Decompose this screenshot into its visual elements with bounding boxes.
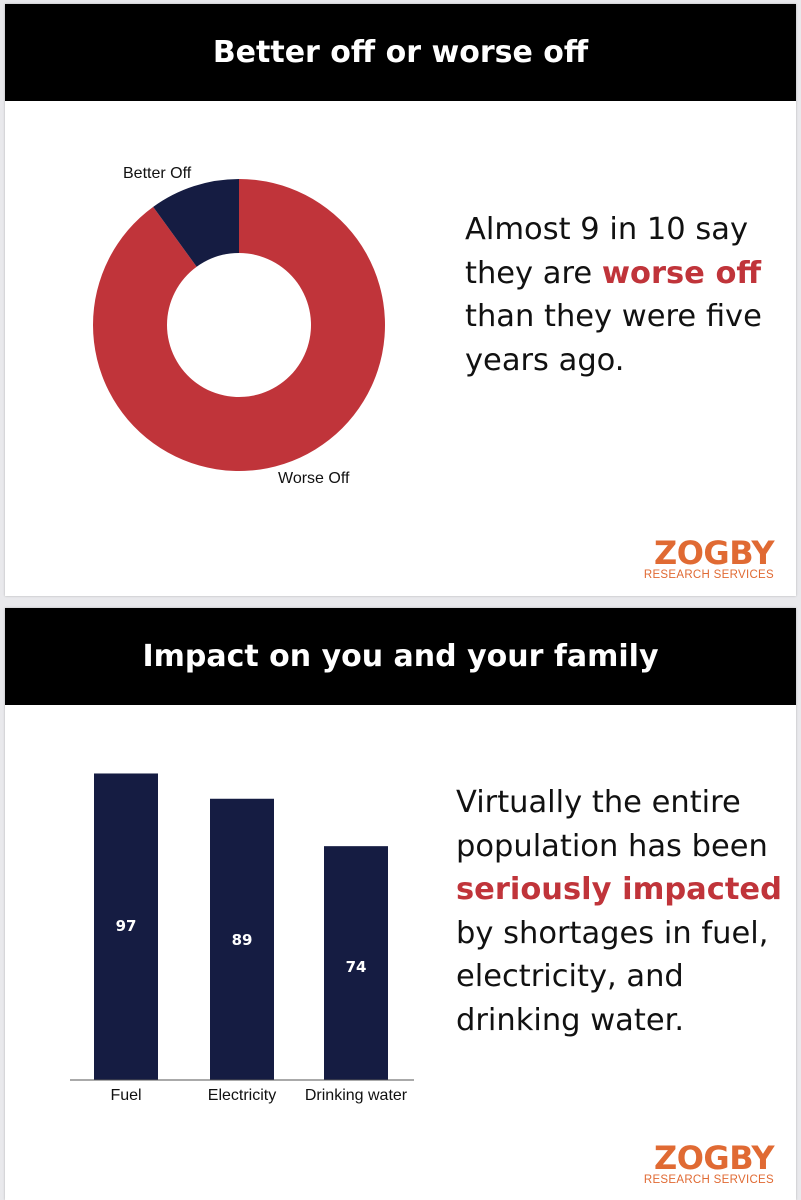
logo-brand: ZOGBY bbox=[654, 534, 774, 572]
callout-text-after: by shortages in fuel, electricity, and d… bbox=[456, 915, 769, 1038]
bar-fuel bbox=[94, 773, 158, 1080]
donut-label-better-off: Better Off bbox=[123, 165, 192, 182]
bar-value-label-electricity: 89 bbox=[232, 931, 253, 949]
slide-title: Impact on you and your family bbox=[5, 608, 796, 705]
zogby-logo: ZOGBY RESEARCH SERVICES bbox=[643, 1139, 775, 1187]
callout-highlight: seriously impacted bbox=[456, 872, 782, 907]
donut-slice-worse-off bbox=[93, 179, 386, 471]
tick-label-electricity: Electricity bbox=[208, 1087, 276, 1104]
zogby-logo: ZOGBY RESEARCH SERVICES bbox=[643, 534, 775, 582]
logo-subtitle: RESEARCH SERVICES bbox=[643, 569, 774, 581]
slide-better-worse: Better off or worse off Better Off Worse … bbox=[5, 4, 796, 596]
bar-electricity bbox=[210, 798, 274, 1080]
donut-label-worse-off: Worse Off bbox=[278, 470, 350, 487]
logo-brand: ZOGBY bbox=[654, 1139, 774, 1177]
callout-text: Almost 9 in 10 say they are worse off th… bbox=[465, 208, 765, 382]
callout-text-before: Almost 9 in 10 say they are bbox=[465, 212, 748, 291]
callout-text: Virtually the entire population has been… bbox=[456, 781, 791, 1042]
bar-value-label-drinking-water: 74 bbox=[346, 958, 367, 976]
tick-label-fuel: Fuel bbox=[110, 1087, 141, 1104]
donut-slice-better-off bbox=[153, 179, 239, 267]
callout-highlight: worse off bbox=[601, 255, 762, 291]
bar-chart: 97 Fuel 89 Electricity 74 Drinking water bbox=[70, 773, 414, 1104]
tick-label-drinking-water: Drinking water bbox=[305, 1087, 408, 1104]
slide-impact: Impact on you and your family 97 Fuel 89 El… bbox=[5, 608, 796, 1200]
bar-drinking-water bbox=[324, 846, 388, 1080]
callout-text-after: than they were five years ago. bbox=[465, 299, 762, 378]
bar-value-label-fuel: 97 bbox=[116, 917, 137, 935]
callout-text-before: Virtually the entire population has been bbox=[456, 785, 768, 864]
donut-chart: Better Off Worse Off bbox=[93, 165, 386, 487]
slide-title: Better off or worse off bbox=[5, 4, 796, 101]
logo-subtitle: RESEARCH SERVICES bbox=[643, 1174, 774, 1186]
